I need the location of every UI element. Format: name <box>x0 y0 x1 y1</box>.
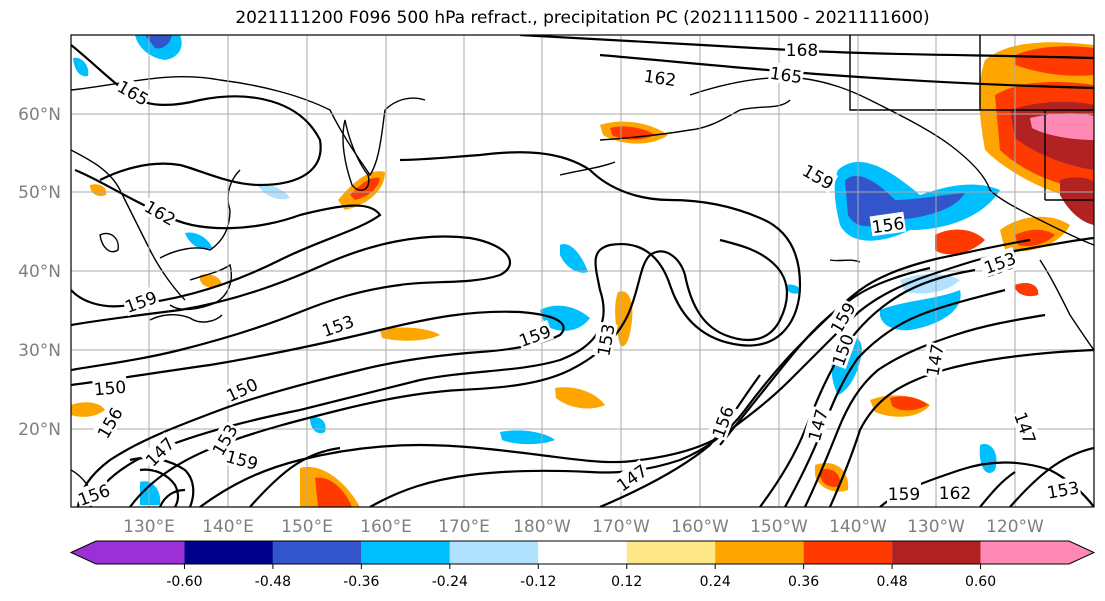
colorbar-segment <box>272 541 362 564</box>
contour-label-group: 150 <box>92 375 128 401</box>
colorbar-tick-label: -0.24 <box>432 574 468 590</box>
contour-label-bg <box>641 64 679 90</box>
contour-label-bg <box>1010 408 1042 448</box>
contour-label: 162 <box>939 484 971 504</box>
colorbar <box>69 540 1096 565</box>
longitude-label: 150°E <box>281 517 333 537</box>
contour-label: 156 <box>871 214 906 238</box>
longitude-label: 120°W <box>986 517 1044 537</box>
contour-label-group: 156 <box>869 211 907 238</box>
contour-label-bg <box>887 483 921 503</box>
longitude-label: 150°W <box>750 517 808 537</box>
colorbar-segment <box>538 541 627 564</box>
precipitation-shading <box>71 35 1094 507</box>
contour-label-bg <box>74 478 114 507</box>
contour-label-bg <box>824 297 860 338</box>
map-content: 1681651621651591561531621591531591531501… <box>71 35 1094 507</box>
contour-label-group: 159 <box>887 483 921 505</box>
contour-label-bg <box>938 482 972 502</box>
longitude-label: 130°E <box>123 517 175 537</box>
contour-label-group: 168 <box>785 39 819 61</box>
colorbar-tick-label: 0.12 <box>611 574 642 590</box>
contour-label-bg <box>113 74 154 110</box>
colorbar-tick-label: 0.24 <box>700 574 731 590</box>
contour-label-bg <box>121 285 161 317</box>
colorbar-segment <box>626 541 716 564</box>
contour-label-bg <box>869 211 907 237</box>
longitude-label: 170°E <box>438 517 490 537</box>
contour-label-bg <box>91 402 127 443</box>
contour-label: 150 <box>93 378 127 401</box>
contour-label-group: 165 <box>767 61 805 88</box>
graticule <box>71 35 1094 507</box>
colorbar-tick-label: 0.48 <box>877 574 908 590</box>
contour-label-bg <box>223 444 262 474</box>
latitude-labels: 60°N 50°N 40°N 30°N 20°N <box>18 105 61 440</box>
contour-label: 159 <box>888 485 920 505</box>
contour-label-bg <box>206 419 242 460</box>
colorbar-tick-label: -0.12 <box>520 574 556 590</box>
longitude-label: 140°W <box>829 517 887 537</box>
longitude-label: 160°E <box>360 517 412 537</box>
contour-label-bg <box>980 246 1020 278</box>
contour-label-group: 156 <box>706 402 739 442</box>
contour-label-bg <box>706 402 738 442</box>
contour-label-bg <box>802 405 832 444</box>
longitude-labels: 130°E 140°E 150°E 160°E 170°E 180°W 170°W 160°W… <box>123 517 1044 537</box>
colorbar-segment <box>715 541 804 564</box>
contour-label-bg <box>140 432 179 471</box>
longitude-label: 130°W <box>907 517 965 537</box>
contour-label-bg <box>318 309 358 341</box>
colorbar-labels: -0.60 -0.48 -0.36 -0.24 -0.12 0.12 0.24 0.36 0.4… <box>166 564 996 590</box>
colorbar-segment <box>184 541 273 564</box>
contour-label-bg <box>798 158 839 194</box>
contour-label-bg <box>785 39 819 59</box>
contour-label-bg <box>221 372 262 406</box>
contour-label-group: 153 <box>1044 476 1082 504</box>
contour-label-bg <box>592 321 618 359</box>
colorbar-tick-label: 0.36 <box>788 574 819 590</box>
contour-label-bg <box>515 319 555 351</box>
colorbar-segment <box>71 541 185 564</box>
latitude-label: 20°N <box>18 420 61 440</box>
contour-label-group: 162 <box>938 482 972 504</box>
map-frame <box>70 34 1095 508</box>
latitude-label: 60°N <box>18 105 61 125</box>
latitude-label: 30°N <box>18 341 61 361</box>
figure-title: 2021111200 F096 500 hPa refract., precip… <box>235 8 930 28</box>
contour-label-bg <box>611 459 652 496</box>
colorbar-segment <box>449 541 539 564</box>
colorbar-segment <box>892 541 981 564</box>
colorbar-outline <box>69 540 1096 565</box>
colorbar-tick-label: -0.36 <box>343 574 379 590</box>
contour-label-bg <box>826 330 858 370</box>
colorbar-segment <box>361 541 450 564</box>
longitude-label: 160°W <box>671 517 729 537</box>
contour-label-bg <box>1044 476 1082 502</box>
colorbar-tick-label: 0.60 <box>965 574 996 590</box>
colorbar-tick-label: -0.60 <box>166 574 202 590</box>
contour-label: 165 <box>768 64 803 88</box>
contour-label-group: 162 <box>641 64 679 91</box>
colorbar-segment <box>803 541 893 564</box>
contour-label-bg <box>767 61 805 87</box>
contour-label-bg <box>92 375 128 399</box>
longitude-label: 170°W <box>592 517 650 537</box>
contour-label-bg <box>140 194 181 230</box>
colorbar-tick-label: -0.48 <box>255 574 291 590</box>
contour-label: 168 <box>786 41 818 61</box>
colorbar-segment <box>980 541 1094 564</box>
contour-label-bg <box>921 341 947 379</box>
longitude-label: 140°E <box>202 517 254 537</box>
longitude-label: 180°W <box>513 517 571 537</box>
contour-label: 162 <box>642 67 677 91</box>
latitude-label: 50°N <box>18 183 61 203</box>
latitude-label: 40°N <box>18 262 61 282</box>
